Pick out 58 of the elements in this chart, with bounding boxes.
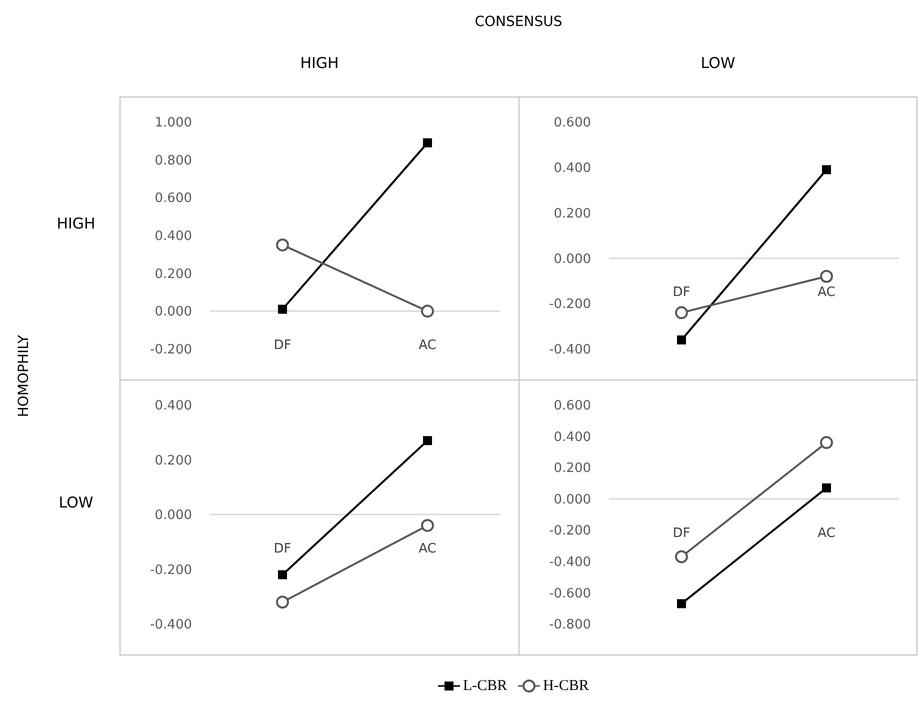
y-tick-label: 0.200 bbox=[554, 461, 591, 476]
y-tick-label: 0.000 bbox=[554, 492, 591, 508]
chart-title: LOW bbox=[700, 54, 736, 72]
point bbox=[423, 138, 432, 148]
x-tick-label: DF bbox=[274, 542, 292, 556]
point bbox=[421, 304, 434, 318]
legend-label: H-CBR bbox=[543, 678, 589, 694]
text: HOMOPHILY bbox=[16, 334, 32, 418]
x-tick-label: DF bbox=[672, 526, 690, 541]
point bbox=[675, 306, 688, 320]
y-tick-label: 0.200 bbox=[154, 453, 192, 468]
y-tick-label: 0.600 bbox=[554, 116, 591, 131]
x-tick-label: AC bbox=[818, 285, 836, 300]
y-tick-label: -0.200 bbox=[549, 297, 591, 312]
x-tick-label: DF bbox=[672, 285, 690, 300]
point bbox=[421, 518, 434, 532]
y-tick-label: 0.400 bbox=[154, 398, 192, 414]
point bbox=[278, 570, 287, 580]
x-tick-label: AC bbox=[418, 338, 436, 354]
point bbox=[276, 596, 289, 609]
y-tick-label: 0.400 bbox=[554, 160, 591, 176]
point bbox=[820, 436, 833, 450]
point bbox=[423, 436, 432, 446]
y-tick-label: -0.800 bbox=[549, 618, 591, 633]
y-tick-label: 0.000 bbox=[554, 252, 591, 267]
point bbox=[822, 165, 831, 174]
y-axis-title: LOW bbox=[58, 494, 94, 512]
y-tick-label: -0.400 bbox=[549, 554, 591, 570]
point bbox=[276, 238, 289, 252]
y-tick-label: 0.600 bbox=[554, 398, 591, 414]
y-axis-title: HIGH bbox=[56, 214, 96, 232]
y-tick-label: 0.600 bbox=[154, 191, 192, 206]
point bbox=[278, 304, 287, 314]
chart-title: HIGH bbox=[300, 54, 339, 72]
point bbox=[820, 270, 833, 283]
y-tick-label: 0.800 bbox=[154, 153, 192, 168]
point bbox=[677, 335, 686, 344]
y-tick-label: 0.000 bbox=[154, 304, 192, 320]
y-tick-label: -0.200 bbox=[150, 562, 192, 578]
y-tick-label: -0.600 bbox=[549, 586, 591, 602]
y-tick-label: 0.400 bbox=[554, 430, 591, 445]
legend-label: L-CBR bbox=[463, 678, 508, 694]
y-tick-label: -0.400 bbox=[150, 618, 192, 633]
text: CONSENSUS bbox=[474, 14, 562, 30]
x-tick-label: DF bbox=[274, 338, 292, 354]
point bbox=[677, 599, 686, 608]
x-tick-label: AC bbox=[818, 526, 836, 541]
point bbox=[822, 483, 831, 492]
y-tick-label: 0.200 bbox=[554, 206, 591, 222]
point bbox=[675, 550, 688, 564]
x-tick-label: AC bbox=[418, 542, 436, 556]
y-tick-label: 0.200 bbox=[154, 266, 192, 282]
y-tick-label: -0.200 bbox=[150, 342, 192, 358]
y-tick-label: 1.000 bbox=[154, 116, 192, 131]
y-tick-label: 0.400 bbox=[154, 229, 192, 244]
y-tick-label: -0.200 bbox=[549, 524, 591, 539]
y-tick-label: -0.400 bbox=[549, 342, 591, 358]
y-tick-label: 0.000 bbox=[154, 508, 192, 524]
